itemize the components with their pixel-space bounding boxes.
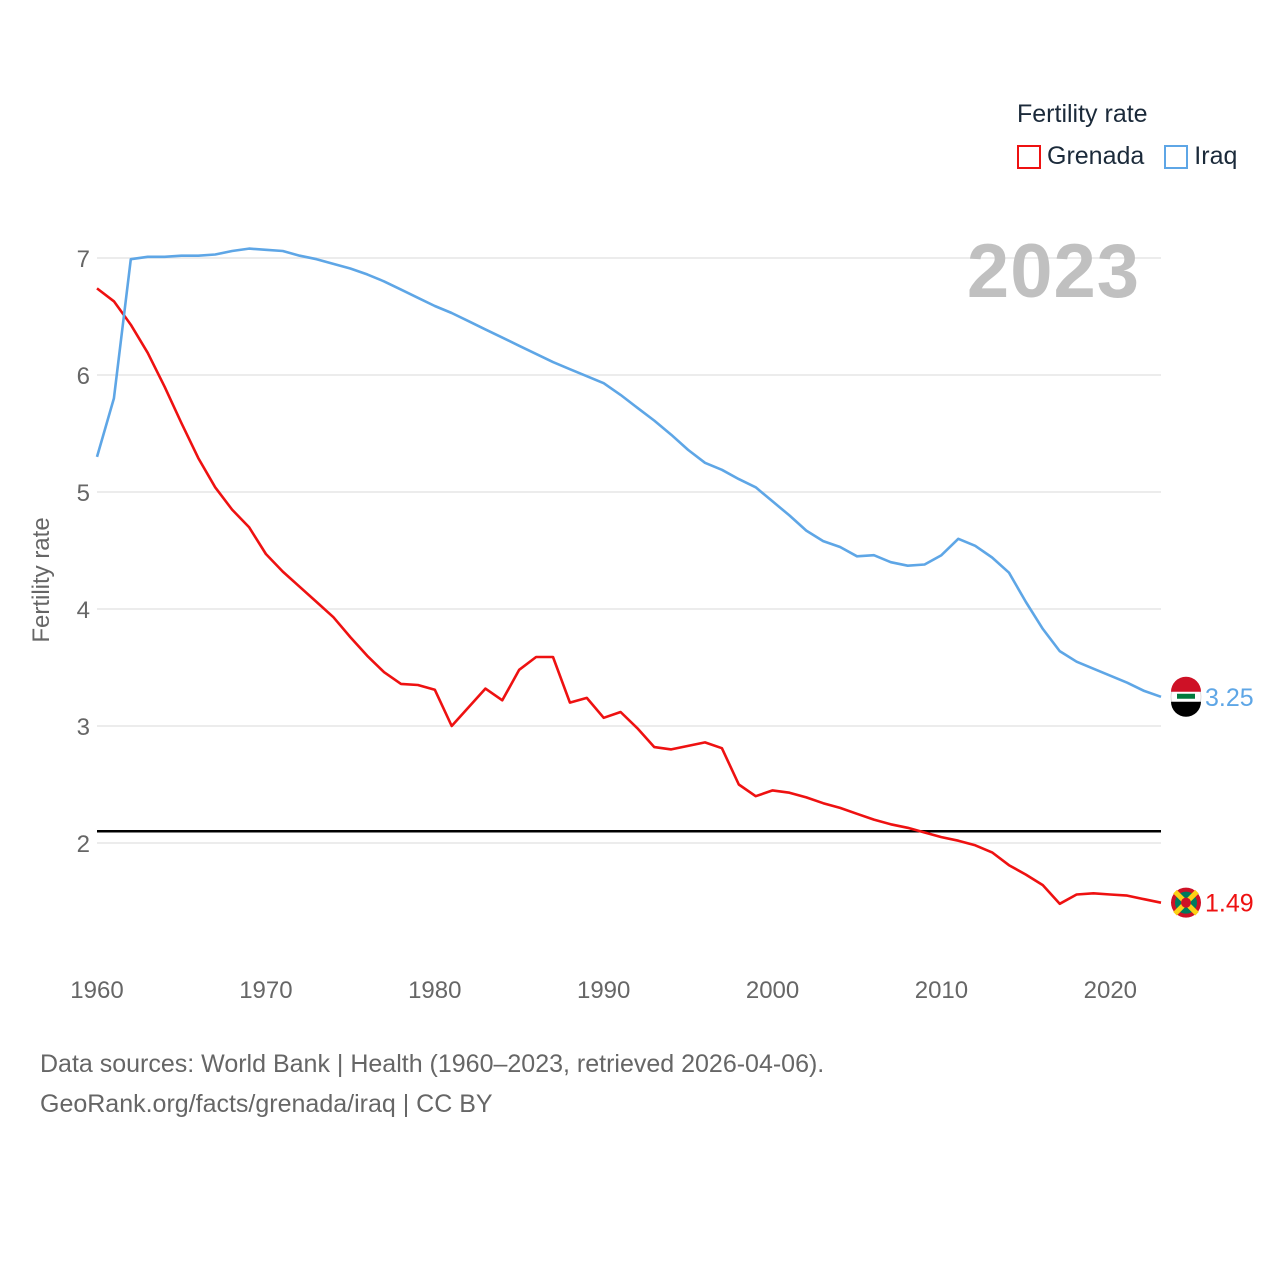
legend-item-grenada[interactable]: Grenada: [1017, 142, 1144, 171]
year-label: 2023: [966, 229, 1140, 314]
x-tick-label-2000: 2000: [746, 977, 799, 1004]
grid-layer: [97, 257, 1161, 844]
flag-marker-grenada-center: [1181, 897, 1191, 908]
x-tick-label-2010: 2010: [915, 977, 968, 1004]
y-tick-label-5: 5: [77, 480, 90, 507]
y-tick-label-3: 3: [77, 714, 90, 741]
end-label-grenada: 1.49: [1205, 890, 1254, 918]
legend-title: Fertility rate: [1017, 100, 1148, 128]
flag-marker-iraq: [1170, 676, 1202, 717]
flag-marker-iraq-black: [1171, 701, 1201, 717]
source-line-2[interactable]: GeoRank.org/facts/grenada/iraq | CC BY: [40, 1090, 493, 1118]
tick-layer: 2 3 4 5 6 7 1960 1970 1980 1990 2000 2010 2020: [70, 246, 1137, 1004]
y-tick-label-2: 2: [77, 831, 90, 858]
y-tick-label-6: 6: [77, 363, 90, 390]
x-tick-label-1970: 1970: [239, 977, 292, 1004]
flag-marker-iraq-script: [1177, 693, 1195, 699]
series-line-iraq: [95, 247, 1162, 699]
end-label-iraq: 3.25: [1205, 684, 1254, 712]
y-axis-label: Fertility rate: [28, 517, 55, 643]
x-tick-label-1980: 1980: [408, 977, 461, 1004]
source-line-1: Data sources: World Bank | Health (1960–…: [40, 1050, 825, 1078]
series-layer: [95, 247, 1162, 906]
legend: Grenada Iraq: [1017, 142, 1257, 171]
flag-marker-grenada: [1171, 887, 1201, 918]
y-tick-label-7: 7: [77, 246, 90, 273]
legend-item-iraq[interactable]: Iraq: [1164, 142, 1237, 171]
series-line-grenada: [96, 287, 1162, 906]
y-tick-label-4: 4: [77, 597, 90, 624]
end-marker-layer: 1.49 3.25: [1170, 676, 1254, 918]
flag-marker-iraq-red: [1171, 676, 1201, 692]
legend-label-iraq: Iraq: [1194, 142, 1238, 170]
x-tick-label-1960: 1960: [70, 977, 123, 1004]
legend-label-grenada: Grenada: [1047, 142, 1145, 170]
x-tick-label-1990: 1990: [577, 977, 630, 1004]
legend-swatch-grenada: [1017, 144, 1041, 169]
x-tick-label-2020: 2020: [1084, 977, 1137, 1004]
source-note: Data sources: World Bank | Health (1960–…: [40, 1044, 824, 1124]
legend-swatch-iraq: [1164, 144, 1189, 169]
